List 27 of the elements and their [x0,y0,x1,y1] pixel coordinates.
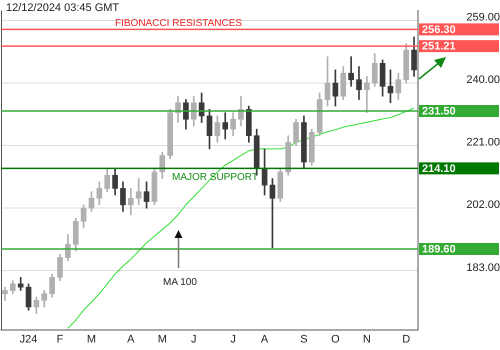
candlestick [270,178,276,248]
x-tick-label: A [260,334,269,346]
candlestick [388,70,394,104]
annotation: 12/12/2024 03:45 GMT [6,2,120,14]
ref-line-label: 189.60 [422,244,456,256]
ref-line-label: 251.21 [422,40,456,53]
annotation: MA 100 [163,277,197,289]
ref-line-label: 214.10 [422,162,456,175]
y-tick-label: 259.00 [466,12,500,24]
y-tick-label: 183.00 [466,262,500,274]
x-tick-label: J24 [20,334,38,346]
x-tick-label: O [331,334,340,346]
x-tick-label: M [158,334,167,346]
x-tick-label: J [191,334,197,346]
y-tick-label: 202.00 [466,199,500,212]
x-tick-label: N [362,334,371,346]
y-tick-label: 240.00 [466,74,500,86]
ref-line-label: 231.50 [422,106,456,118]
y-tick-label: 221.00 [466,136,500,149]
x-tick-label: F [56,334,64,346]
annotation: FIBONACCI RESISTANCES [115,18,242,30]
ref-line-label: 256.30 [422,24,456,36]
x-tick-label: D [402,334,410,346]
x-tick-label: A [127,334,136,346]
x-tick-label: S [300,334,308,346]
x-tick-label: J [230,334,236,346]
x-tick-label: M [86,334,96,346]
